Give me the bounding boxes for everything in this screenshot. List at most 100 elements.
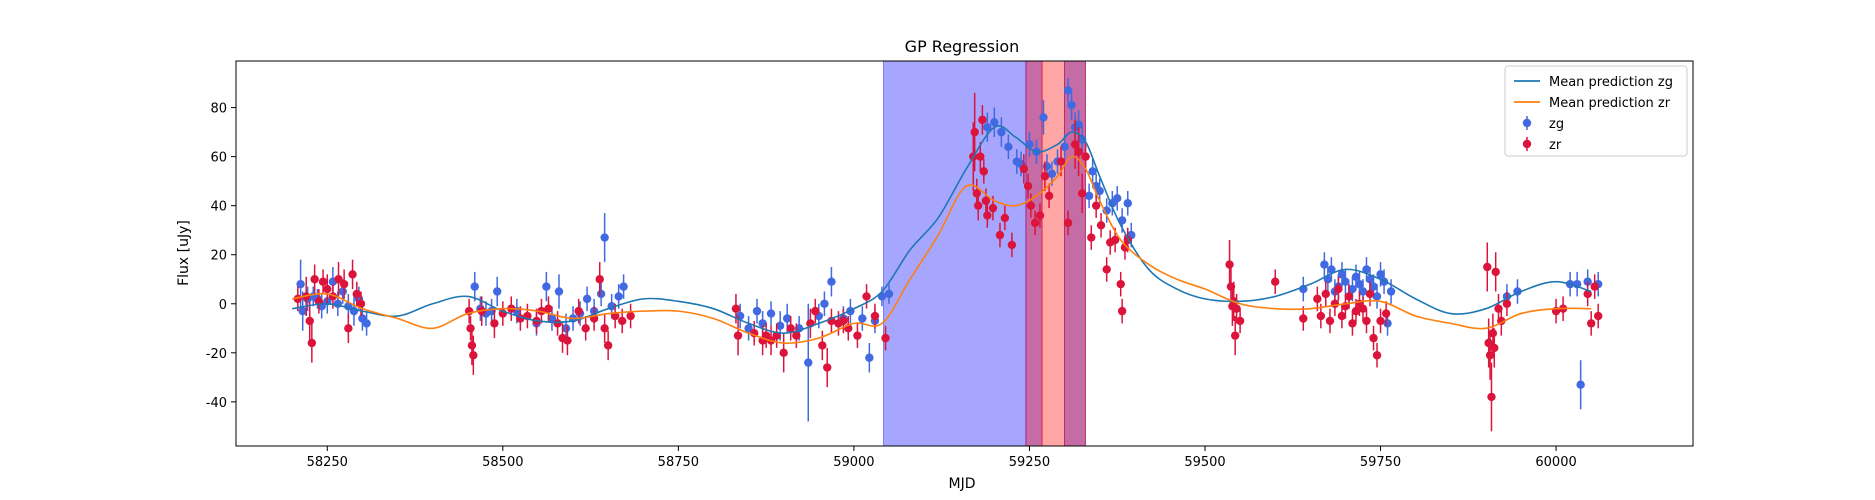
y-axis-label: Flux [uJy]	[176, 220, 192, 286]
x-tick-label-4: 59250	[1009, 455, 1050, 470]
point-zr-28	[553, 319, 562, 328]
point-zr-52	[818, 341, 827, 350]
point-zr-12	[348, 270, 357, 279]
point-zr-82	[1056, 157, 1066, 166]
point-zg-41	[783, 314, 792, 323]
legend: Mean prediction zg Mean prediction zr zg zr	[1504, 65, 1688, 157]
point-zr-37	[610, 311, 620, 321]
point-zg-68	[1067, 100, 1076, 110]
point-zr-71	[988, 203, 998, 213]
point-zr-122	[1369, 333, 1378, 343]
point-zg-28	[582, 294, 592, 304]
point-zg-40	[775, 321, 785, 331]
line-0	[292, 125, 1592, 334]
y-tick-label-5: 60	[210, 151, 227, 166]
point-zg-102	[1386, 287, 1396, 296]
x-tick-label-1: 58500	[482, 455, 523, 470]
y-tick-label-0: -40	[206, 396, 227, 411]
point-zg-96	[1365, 275, 1375, 284]
point-zr-9	[334, 275, 343, 284]
legend-marker-3	[1522, 139, 1532, 149]
point-zg-23	[547, 314, 557, 323]
legend-box	[1504, 65, 1688, 157]
point-zg-93	[1355, 279, 1364, 289]
point-zr-61	[881, 333, 890, 343]
point-zg-88	[1337, 270, 1347, 279]
point-zr-107	[1313, 294, 1322, 304]
point-zr-78	[1030, 218, 1040, 228]
point-zr-63	[970, 127, 979, 137]
point-zr-66	[976, 152, 985, 161]
point-zr-123	[1372, 351, 1382, 360]
point-zr-49	[792, 331, 801, 340]
point-zg-67	[1063, 86, 1073, 95]
point-zr-91	[1102, 265, 1111, 274]
x-axis-label: MJD	[949, 476, 976, 492]
point-zr-84	[1070, 140, 1080, 149]
y-tick-label-4: 40	[210, 200, 227, 215]
point-zr-11	[344, 324, 353, 333]
point-zr-64	[972, 189, 981, 198]
point-zg-70	[1074, 120, 1083, 129]
x-tick-label-3: 59000	[833, 455, 874, 470]
point-zr-103	[1232, 304, 1241, 313]
point-zr-104	[1235, 316, 1245, 326]
point-zr-121	[1365, 289, 1375, 299]
point-zr-139	[1586, 319, 1596, 328]
line-1	[292, 155, 1592, 344]
x-tick-label-0: 58250	[307, 455, 348, 470]
point-zg-99	[1376, 270, 1385, 279]
legend-label-0: Mean prediction zg	[1549, 75, 1673, 90]
point-zr-69	[981, 196, 991, 205]
x-tick-label-2: 58750	[658, 455, 699, 470]
legend-marker-2	[1522, 118, 1532, 128]
point-zr-7	[323, 284, 332, 294]
point-zr-48	[786, 324, 795, 333]
y-tick-label-6: 80	[210, 102, 227, 117]
point-zg-97	[1369, 282, 1378, 291]
point-zg-92	[1351, 272, 1361, 281]
point-zr-68	[979, 167, 989, 176]
point-zg-66	[1060, 142, 1069, 152]
point-zr-77	[1026, 201, 1036, 210]
point-zr-132	[1491, 267, 1500, 277]
point-zr-135	[1502, 299, 1512, 308]
point-zr-76	[1023, 181, 1033, 191]
point-zg-73	[1088, 167, 1097, 176]
point-zr-106	[1299, 314, 1308, 323]
point-zr-93	[1110, 235, 1120, 245]
point-zg-38	[758, 319, 767, 328]
chart-title: GP Regression	[905, 37, 1020, 56]
point-zg-46	[827, 277, 836, 286]
point-zr-32	[581, 324, 590, 333]
point-zg-89	[1341, 277, 1350, 286]
point-zg-49	[858, 314, 867, 323]
x-tick-label-6: 59750	[1360, 455, 1401, 470]
point-zr-83	[1063, 218, 1073, 228]
point-zr-140	[1590, 282, 1599, 291]
point-zr-53	[823, 363, 832, 372]
point-zr-98	[1225, 260, 1234, 269]
point-zg-9	[338, 287, 347, 296]
point-zr-87	[1081, 152, 1090, 161]
point-zr-85	[1074, 147, 1083, 156]
point-zr-47	[779, 348, 788, 358]
point-zg-95	[1362, 265, 1371, 274]
point-zr-112	[1334, 284, 1343, 294]
point-zr-38	[617, 316, 627, 326]
point-zg-64	[1047, 169, 1057, 179]
point-zr-70	[983, 211, 992, 220]
point-zg-30	[596, 289, 606, 299]
plot-inner	[292, 61, 1603, 446]
point-zr-79	[1035, 211, 1045, 220]
point-zg-33	[614, 292, 623, 301]
point-zr-65	[973, 201, 983, 210]
point-zr-89	[1091, 201, 1101, 210]
point-zg-36	[744, 324, 753, 333]
point-zr-41	[733, 331, 743, 340]
point-zr-117	[1351, 306, 1361, 316]
point-zg-45	[820, 299, 829, 308]
point-zr-35	[600, 324, 609, 333]
point-zr-102	[1230, 331, 1240, 340]
